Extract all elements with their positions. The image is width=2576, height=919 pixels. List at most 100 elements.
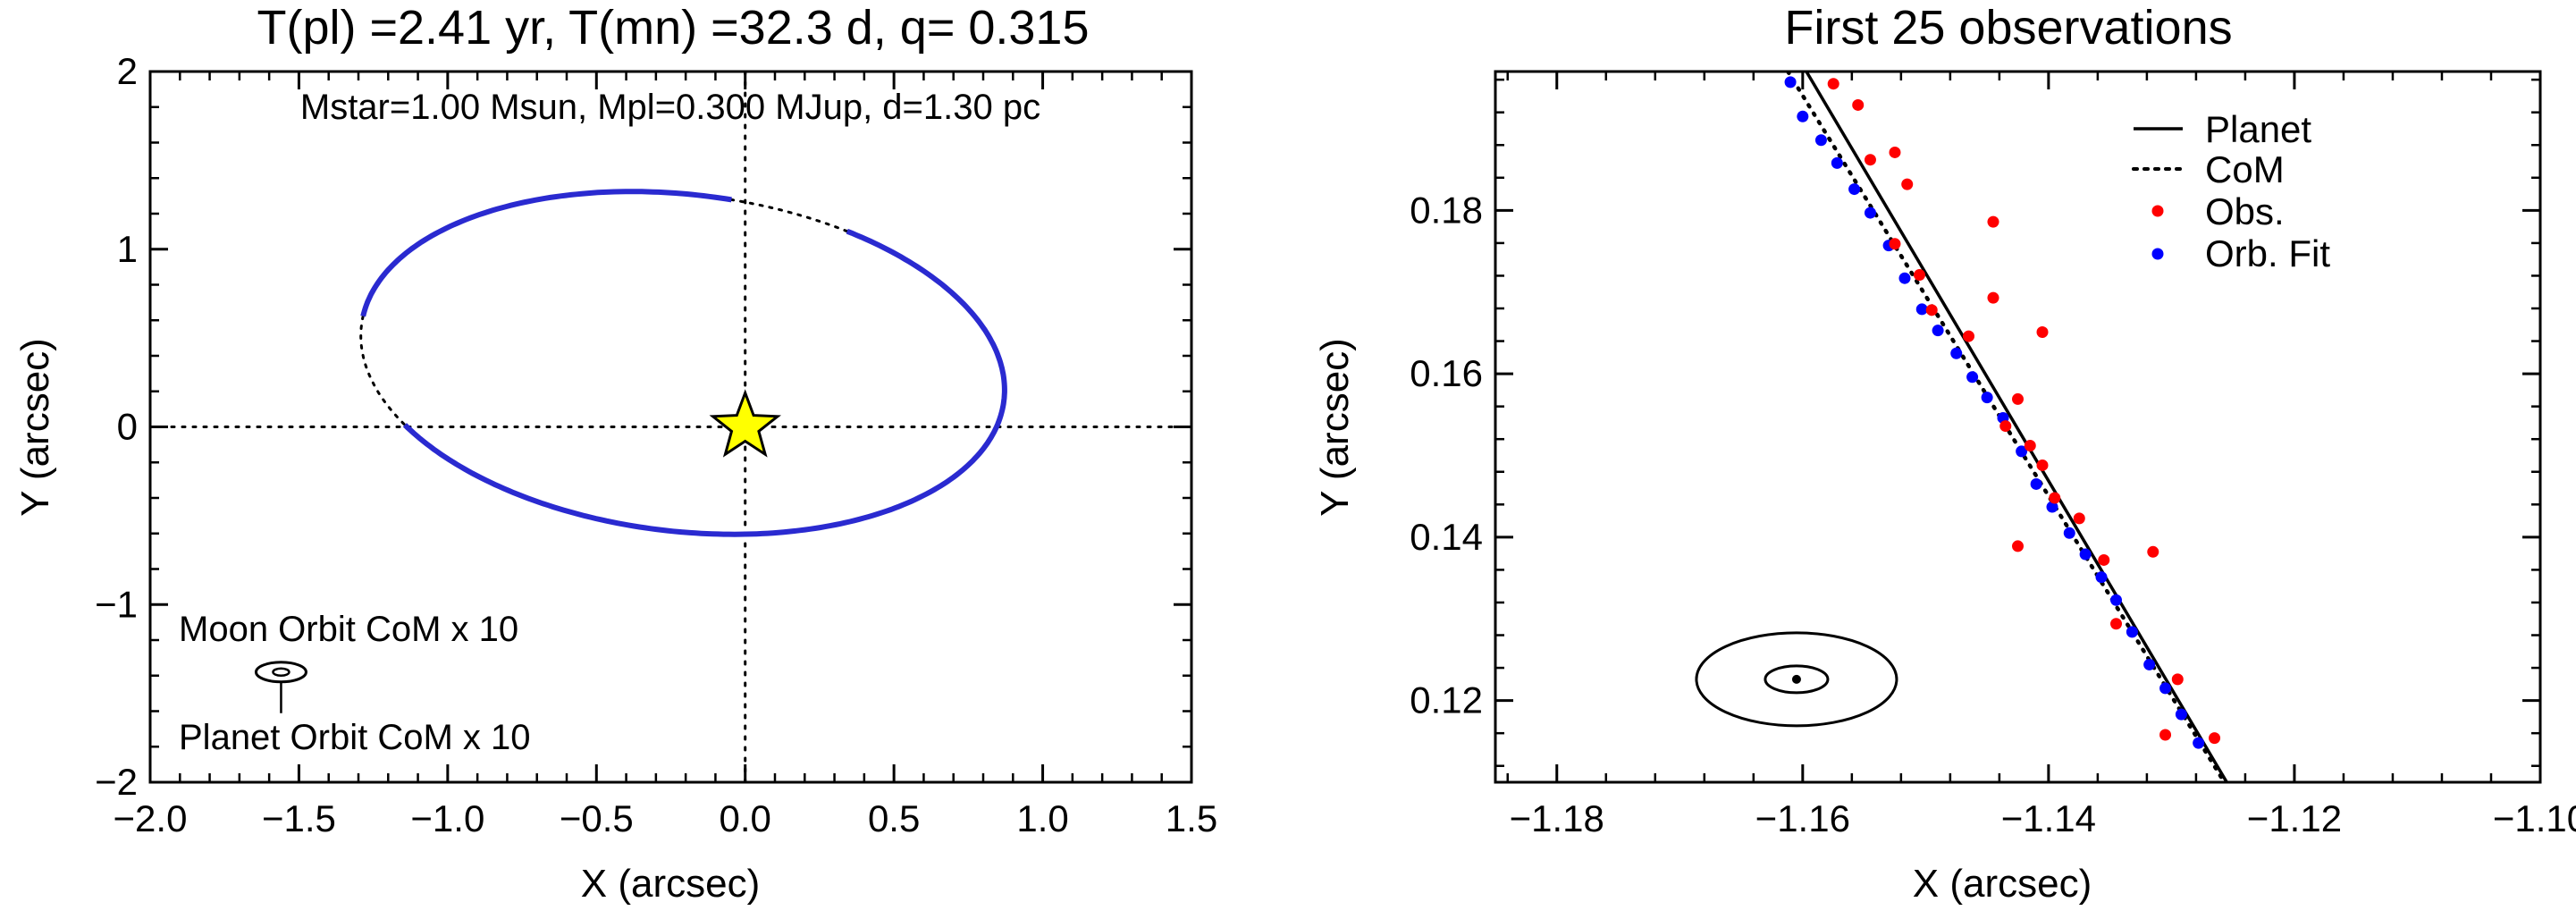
orbit-fit-point — [1784, 76, 1797, 89]
left-x-axis-label: X (arcsec) — [581, 862, 760, 906]
left-plot-frame — [148, 70, 1193, 784]
observation-point — [2036, 326, 2049, 338]
right-x-tick-label: −1.16 — [1755, 797, 1850, 839]
left-chart-title: T(pl) =2.41 yr, T(mn) =32.3 d, q= 0.315 — [257, 1, 1090, 55]
left-x-tick-label: 1.5 — [1166, 797, 1217, 839]
observation-point — [2012, 540, 2024, 552]
inset-center-dot — [1791, 674, 1801, 684]
left-x-tick-label: −1.5 — [262, 797, 336, 839]
right-y-tick-label: 0.14 — [1410, 516, 1483, 558]
observation-point — [1864, 154, 1876, 166]
observation-point — [1987, 291, 1999, 304]
legend-obs-marker — [2151, 205, 2164, 217]
observation-point — [2024, 440, 2036, 452]
left-y-tick-label: 1 — [117, 228, 138, 270]
moon-orbit-inset-label: Moon Orbit CoM x 10 — [179, 610, 518, 649]
orbit-fit-point — [1848, 183, 1861, 196]
orbit-fit-point — [2063, 527, 2075, 539]
legend-label-obs: Obs. — [2205, 190, 2285, 232]
observed-orbit-arc — [402, 228, 1007, 537]
orbit-fit-point — [1950, 347, 1963, 359]
right-y-tick-label: 0.18 — [1410, 189, 1483, 231]
left-panel-orbit-plot: T(pl) =2.41 yr, T(mn) =32.3 d, q= 0.315 … — [13, 1, 1217, 906]
legend-label-com: CoM — [2205, 148, 2285, 190]
observation-point — [1827, 78, 1839, 90]
left-y-tick-label: −1 — [95, 583, 138, 625]
left-y-tick-label: 0 — [117, 406, 138, 448]
orbit-fit-point — [2046, 501, 2058, 513]
right-plot-frame — [1494, 70, 2542, 784]
orbit-fit-point — [2079, 548, 2092, 561]
orbit-fit-point — [1981, 392, 1993, 404]
legend-label-orbit-fit: Orb. Fit — [2205, 232, 2330, 274]
observation-point — [2036, 459, 2049, 471]
left-x-tick-label: 0.0 — [720, 797, 771, 839]
observation-point — [2209, 732, 2221, 745]
inset-inner-ellipse — [1764, 664, 1830, 695]
left-x-tick-label: −0.5 — [560, 797, 634, 839]
planet-orbit-inset-ellipse — [272, 667, 290, 678]
right-y-axis-label: Y (arcsec) — [1313, 338, 1357, 517]
orbit-fit-point — [1966, 371, 1979, 384]
orbit-fit-point — [1864, 207, 1876, 219]
observation-point — [1925, 304, 1938, 316]
left-y-tick-label: −2 — [95, 761, 138, 803]
observation-point — [2159, 729, 2172, 741]
right-plot-area: −1.18 −1.16 −1.14 −1.12 −1.10 0.12 0.14 0.16 0.1… — [1410, 72, 2576, 839]
right-panel-observations-plot: First 25 observations −1.18 −1.16 −1.14 −1.… — [1313, 1, 2576, 906]
left-x-tick-label: −2.0 — [114, 797, 188, 839]
observation-point — [2110, 618, 2123, 630]
legend: Planet CoM Obs. Orb. Fit — [2132, 108, 2330, 274]
inset-outer-ellipse — [1695, 631, 1898, 728]
com-track-line — [1786, 72, 2227, 782]
observation-point — [1987, 215, 1999, 228]
observation-point — [1999, 420, 2012, 433]
left-x-tick-label: 1.0 — [1016, 797, 1068, 839]
orbit-fit-point — [1898, 272, 1911, 284]
left-plot-area: −2.0 −1.5 −1.0 −0.5 0.0 0.5 1.0 1.5 −2 −1 0 1 2 — [95, 50, 1217, 839]
right-chart-title: First 25 observations — [1784, 1, 2232, 55]
observation-point — [2012, 392, 2024, 405]
left-y-axis-label: Y (arcsec) — [13, 338, 57, 517]
orbit-fit-point — [1797, 110, 1809, 122]
observation-point — [2147, 545, 2159, 558]
orbit-fit-point — [2159, 682, 2172, 695]
right-x-tick-label: −1.10 — [2493, 797, 2576, 839]
legend-label-planet: Planet — [2205, 108, 2311, 150]
orbit-fit-point — [1915, 303, 1928, 316]
left-x-tick-label: −1.0 — [410, 797, 484, 839]
system-parameters-label: Mstar=1.00 Msun, Mpl=0.300 MJup, d=1.30 … — [300, 88, 1040, 127]
orbit-fit-point — [2126, 626, 2138, 638]
observation-point — [1962, 330, 1974, 342]
orbit-fit-point — [2175, 708, 2187, 721]
orbit-gap-dotted-arc — [729, 198, 849, 233]
right-y-tick-label: 0.12 — [1410, 679, 1483, 721]
orbit-fit-point — [1831, 156, 1843, 169]
observation-point — [1913, 269, 1925, 282]
right-x-tick-label: −1.12 — [2247, 797, 2342, 839]
right-plot-content — [1695, 72, 2228, 782]
orbit-fit-point — [1814, 134, 1827, 147]
orbit-fit-point — [2030, 477, 2042, 490]
orbit-fit-point — [2016, 445, 2028, 458]
orbit-gap-dotted-arc — [359, 315, 407, 426]
observation-point — [2049, 492, 2061, 504]
legend-orbit-fit-marker — [2151, 248, 2164, 260]
right-y-tick-label: 0.16 — [1410, 352, 1483, 394]
star-marker — [709, 389, 781, 458]
right-x-axis-label: X (arcsec) — [1913, 862, 2092, 906]
observed-orbit-arc — [360, 189, 732, 317]
planet-orbit-inset-label: Planet Orbit CoM x 10 — [179, 718, 531, 757]
observation-point — [1889, 146, 1901, 158]
observation-point — [1889, 238, 1901, 250]
orbit-fit-point — [2095, 571, 2108, 584]
observation-point — [2171, 673, 2184, 686]
observation-point — [1901, 178, 1914, 190]
right-x-tick-label: −1.18 — [1510, 797, 1604, 839]
right-x-tick-label: −1.14 — [2001, 797, 2096, 839]
left-x-tick-label: 0.5 — [868, 797, 920, 839]
moon-orbit-inset-ellipse — [254, 661, 307, 684]
orbit-fit-point — [2193, 737, 2205, 749]
planet-track-line — [1805, 72, 2228, 782]
